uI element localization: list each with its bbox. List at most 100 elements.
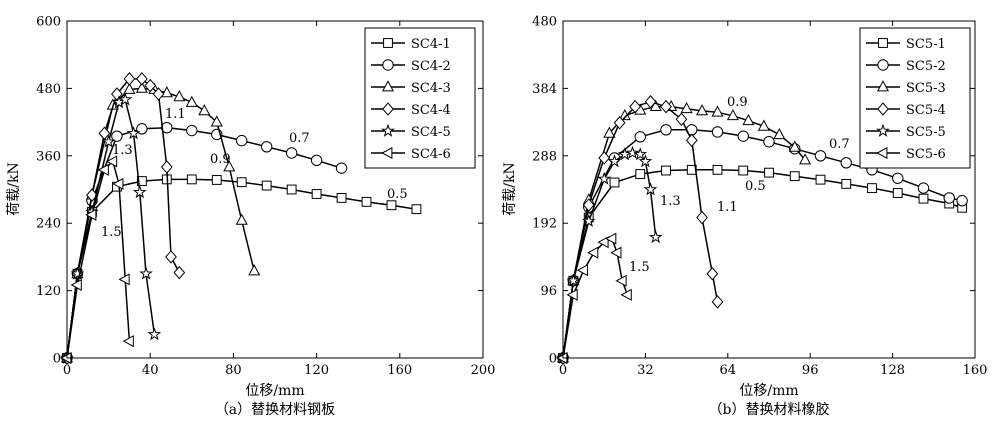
x-tick-label: 160 (963, 363, 988, 378)
data-point-SC4-4 (173, 265, 186, 280)
legend-label: SC5-1 (906, 37, 946, 52)
data-point-SC5-3 (711, 105, 724, 117)
y-tick-label: 192 (532, 217, 557, 232)
data-point-SC4-5 (118, 92, 133, 106)
series-line-SC4-1 (66, 178, 417, 359)
data-point-SC4-3 (185, 95, 198, 107)
data-point-SC5-1 (764, 167, 774, 178)
data-point-SC5-4 (706, 267, 719, 281)
data-point-SC4-2 (285, 147, 298, 159)
data-point-SC5-2 (814, 150, 827, 162)
y-tick-label: 96 (540, 284, 557, 299)
data-point-SC5-4 (613, 116, 626, 130)
data-point-SC5-1 (712, 164, 723, 175)
data-point-SC5-1 (738, 165, 749, 176)
x-axis-label-a: 位移/mm (245, 383, 304, 399)
data-point-SC5-5 (607, 154, 622, 168)
data-point-SC4-3 (210, 115, 223, 127)
x-tick-label: 160 (387, 363, 412, 378)
data-point-SC5-5 (625, 145, 640, 159)
x-tick-label: 96 (802, 363, 819, 378)
legend-marker-SC5-4 (877, 102, 889, 116)
data-point-SC5-1 (815, 174, 826, 185)
data-point-SC5-4 (675, 112, 688, 127)
data-point-SC5-1 (661, 165, 671, 176)
legend-label: SC5-6 (906, 147, 946, 162)
data-point-SC4-2 (186, 124, 198, 137)
data-point-SC5-1 (635, 169, 646, 179)
y-tick-label: 0 (53, 352, 61, 367)
data-point-SC5-4 (598, 151, 611, 165)
data-point-SC5-2 (840, 157, 852, 169)
legend-marker-SC4-4 (382, 102, 394, 116)
data-point-SC5-4 (660, 99, 672, 114)
chart-panel-b: 0 32 64 96 128 160 0 96 192 288 384 480 位移/mm 荷载/kN… (502, 15, 987, 419)
y-tick-label: 360 (36, 149, 61, 164)
data-point-SC4-1 (136, 176, 147, 186)
caption-b: （b）替换材料橡胶 (709, 401, 830, 418)
data-point-SC5-6 (605, 232, 617, 245)
series-line-SC4-4 (66, 78, 180, 359)
legend-a: SC4-1 SC4-2 SC4-3 SC4-4 SC4-5 SC4-6 (364, 27, 476, 169)
data-point-SC4-3 (235, 213, 248, 225)
data-point-SC5-6 (597, 236, 609, 249)
annotation-0.5-a: 0.5 (387, 187, 408, 202)
legend-marker-SC5-2 (877, 59, 889, 71)
annotation-0.7-b: 0.7 (829, 137, 850, 152)
legend-marker-SC5-3 (876, 80, 890, 92)
data-point-SC4-6 (70, 278, 82, 292)
data-point-SC4-1 (361, 196, 372, 207)
data-point-SC5-2 (763, 136, 775, 148)
data-point-SC5-2 (892, 172, 904, 184)
data-point-SC4-4 (136, 72, 148, 86)
data-point-SC5-4 (696, 210, 708, 225)
data-point-SC4-6 (97, 163, 109, 176)
data-point-SC5-3 (649, 99, 662, 112)
legend-marker-SC4-6 (381, 146, 393, 160)
data-point-SC5-4 (711, 295, 724, 309)
data-point-SC4-5 (70, 266, 85, 280)
y-axis-label-a: 荷载/kN (6, 162, 22, 215)
y-tick-label: 480 (36, 82, 61, 97)
y-tick-label: 600 (36, 15, 61, 30)
data-point-SC4-5 (101, 134, 116, 148)
x-tick-label: 32 (637, 363, 654, 378)
data-point-SC4-4 (111, 87, 123, 101)
y-tick-label: 120 (36, 284, 61, 299)
data-point-SC4-2 (260, 141, 273, 153)
legend-marker-SC5-6 (876, 146, 888, 160)
data-point-SC4-4 (165, 250, 177, 264)
data-point-SC5-4 (644, 94, 657, 109)
data-point-SC4-5 (132, 185, 147, 199)
data-point-SC4-1 (311, 189, 322, 199)
data-point-SC4-1 (236, 177, 247, 188)
annotation-1.3-b: 1.3 (660, 194, 681, 209)
legend-label: SC4-4 (411, 103, 451, 118)
data-point-SC5-5 (566, 273, 581, 287)
legend-box (859, 27, 971, 169)
data-point-SC4-3 (160, 86, 173, 98)
data-point-SC5-5 (648, 230, 663, 244)
data-point-SC4-5 (126, 126, 141, 140)
data-point-SC4-4 (160, 160, 173, 174)
legend-marker-SC4-3 (381, 80, 395, 92)
data-point-SC4-1 (261, 180, 272, 191)
data-point-SC5-5 (638, 154, 653, 168)
legend-label: SC5-4 (906, 103, 946, 118)
series-line-SC4-6 (66, 160, 131, 359)
data-point-SC5-5 (633, 147, 648, 161)
y-tick-label: 480 (532, 15, 557, 30)
annotation-1.1-b: 1.1 (717, 200, 738, 215)
data-point-SC4-6 (122, 335, 134, 348)
data-point-SC4-1 (336, 193, 347, 203)
legend-marker-SC4-1 (383, 38, 393, 48)
data-point-SC5-1 (841, 178, 852, 189)
data-point-SC4-5 (139, 266, 153, 280)
x-tick-label: 120 (304, 363, 329, 378)
data-point-SC4-3 (223, 160, 236, 172)
data-point-SC5-4 (685, 133, 698, 148)
y-tick-label: 0 (549, 352, 557, 367)
data-point-SC5-2 (917, 182, 930, 194)
data-point-SC5-1 (867, 183, 877, 194)
